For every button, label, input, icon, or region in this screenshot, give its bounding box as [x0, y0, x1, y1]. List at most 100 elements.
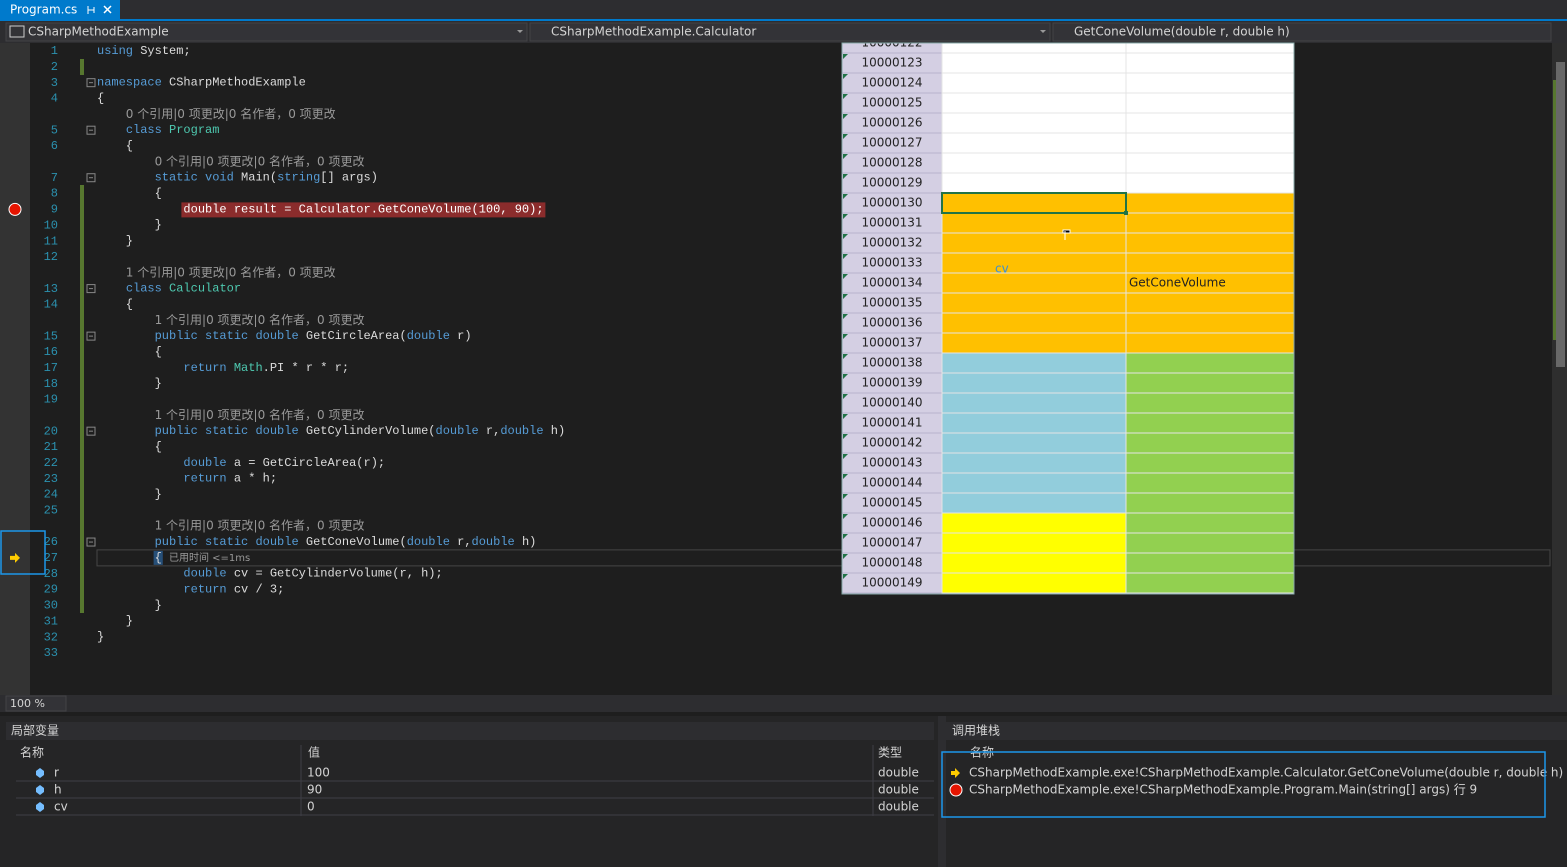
callstack-title-bar — [946, 722, 1567, 740]
variable-icon — [36, 802, 44, 812]
cell[interactable] — [1125, 512, 1294, 534]
error-flag — [843, 454, 848, 459]
header-row — [6, 744, 934, 762]
fold-toggle[interactable] — [86, 125, 96, 135]
member-combo[interactable] — [1052, 22, 1552, 42]
cell[interactable] — [1125, 432, 1294, 454]
cell[interactable] — [941, 452, 1127, 474]
cell[interactable] — [1125, 312, 1294, 334]
line-number: 27 — [44, 551, 58, 565]
cell[interactable] — [1125, 572, 1294, 594]
cell[interactable] — [1125, 232, 1294, 254]
cell[interactable] — [1125, 212, 1294, 234]
cell[interactable] — [1125, 292, 1294, 314]
cell[interactable] — [1125, 252, 1294, 274]
cell[interactable] — [941, 352, 1127, 374]
cell[interactable] — [941, 492, 1127, 514]
locals-title-bar — [6, 722, 934, 740]
type-combo[interactable] — [529, 22, 1051, 42]
cell[interactable] — [1125, 72, 1294, 94]
cell[interactable] — [1125, 192, 1294, 214]
cell[interactable] — [941, 412, 1127, 434]
cell[interactable] — [1125, 332, 1294, 354]
cell[interactable] — [941, 272, 1127, 294]
cell[interactable] — [941, 152, 1127, 174]
cell[interactable] — [1125, 112, 1294, 134]
code-line: public static double GetCylinderVolume(d… — [97, 424, 565, 438]
fold-toggle[interactable] — [86, 173, 96, 183]
selected-cell[interactable] — [941, 192, 1127, 214]
zoom-combo[interactable] — [5, 695, 67, 712]
error-flag — [843, 294, 848, 299]
tab-underline — [0, 19, 1567, 21]
cell[interactable] — [1125, 372, 1294, 394]
row-label: 10000137 — [861, 336, 922, 350]
cell[interactable] — [1125, 492, 1294, 514]
error-flag — [843, 314, 848, 319]
cell[interactable] — [941, 172, 1127, 194]
cell[interactable] — [941, 392, 1127, 414]
code-line: double a = GetCircleArea(r); — [97, 456, 385, 470]
cell[interactable] — [1125, 52, 1294, 74]
cell[interactable] — [941, 572, 1127, 594]
line-number: 10 — [44, 218, 58, 232]
cell[interactable] — [1125, 152, 1294, 174]
fold-toggle[interactable] — [86, 537, 96, 547]
fold-toggle[interactable] — [86, 331, 96, 341]
cell[interactable] — [941, 232, 1127, 254]
stack-frame[interactable]: CSharpMethodExample.exe!CSharpMethodExam… — [969, 783, 1477, 797]
cursor — [1062, 229, 1071, 240]
error-flag — [843, 154, 848, 159]
row-label: 10000139 — [861, 376, 922, 390]
row-label: 10000127 — [861, 136, 922, 150]
stack-frame[interactable]: CSharpMethodExample.exe!CSharpMethodExam… — [969, 766, 1567, 780]
code-editor[interactable]: 1 using System;23 namespace CSharpMethodEx… — [8, 44, 1551, 660]
cell[interactable] — [1125, 472, 1294, 494]
breakpoint[interactable] — [8, 202, 22, 216]
breakpoint-margin[interactable] — [0, 43, 30, 695]
cell[interactable] — [1125, 172, 1294, 194]
cell[interactable] — [941, 192, 1127, 214]
cell[interactable] — [941, 372, 1127, 394]
error-flag — [843, 534, 848, 539]
cell[interactable] — [1125, 532, 1294, 554]
code-lens: 0 个引用|0 项更改|0 名作者，0 项更改 — [126, 106, 336, 121]
project-combo[interactable] — [5, 22, 528, 42]
cell[interactable] — [1125, 452, 1294, 474]
cell[interactable] — [941, 92, 1127, 114]
cell[interactable] — [1125, 352, 1294, 374]
cell[interactable] — [941, 132, 1127, 154]
active-tab[interactable] — [0, 0, 120, 20]
cell[interactable] — [941, 532, 1127, 554]
cell[interactable] — [1125, 132, 1294, 154]
spreadsheet-overlay: 10000122 10000123 10000124 10000125 10000126… — [842, 43, 1294, 594]
cell[interactable] — [941, 332, 1127, 354]
fold-toggle[interactable] — [86, 426, 96, 436]
cell[interactable] — [941, 312, 1127, 334]
focus-box — [0, 530, 46, 575]
cell[interactable] — [941, 52, 1127, 74]
cell[interactable] — [941, 292, 1127, 314]
cell[interactable] — [941, 552, 1127, 574]
fold-toggle[interactable] — [86, 78, 96, 88]
cell[interactable] — [1125, 92, 1294, 114]
line-number: 32 — [44, 630, 58, 644]
cell[interactable] — [941, 112, 1127, 134]
error-flag — [843, 134, 848, 139]
error-flag — [843, 334, 848, 339]
cell-label: cv — [995, 262, 1009, 276]
fold-toggle[interactable] — [86, 284, 96, 294]
cell[interactable] — [941, 212, 1127, 234]
cell[interactable] — [1125, 552, 1294, 574]
cell[interactable] — [941, 432, 1127, 454]
line-number: 31 — [44, 614, 58, 628]
cell[interactable] — [941, 252, 1127, 274]
cell[interactable] — [941, 472, 1127, 494]
cell[interactable] — [1125, 412, 1294, 434]
cell[interactable] — [941, 72, 1127, 94]
close-icon[interactable] — [103, 5, 112, 14]
cell[interactable] — [941, 512, 1127, 534]
pin-icon[interactable] — [87, 6, 95, 14]
scroll-thumb[interactable] — [1556, 62, 1565, 367]
cell[interactable] — [1125, 392, 1294, 414]
